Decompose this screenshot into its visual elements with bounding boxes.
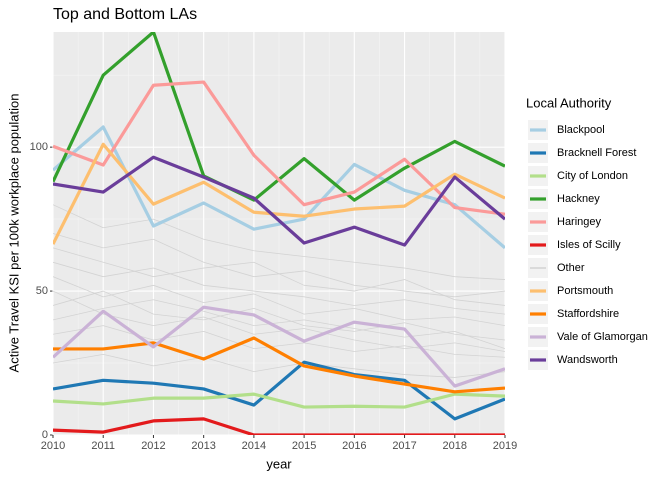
legend-title: Local Authority <box>526 95 612 110</box>
legend-label: Bracknell Forest <box>557 147 636 159</box>
x-axis-label: year <box>266 456 292 471</box>
x-tick-label: 2015 <box>292 440 316 452</box>
legend-label: Blackpool <box>557 124 605 136</box>
x-tick-label: 2010 <box>41 440 65 452</box>
other-line <box>53 204 505 280</box>
other-line <box>53 276 505 327</box>
legend-label: Portsmouth <box>557 285 613 297</box>
x-tick-label: 2013 <box>191 440 215 452</box>
legend-label: Isles of Scilly <box>557 239 621 251</box>
x-tick-label: 2016 <box>342 440 366 452</box>
series-line <box>53 392 505 409</box>
x-tick-label: 2014 <box>242 440 266 452</box>
chart-title: Top and Bottom LAs <box>53 6 197 23</box>
series-line <box>53 336 505 394</box>
x-tick-label: 2019 <box>493 440 517 452</box>
x-tick-label: 2018 <box>443 440 467 452</box>
other-line <box>53 261 505 315</box>
legend-label: Hackney <box>557 193 600 205</box>
x-tick-label: 2017 <box>392 440 416 452</box>
x-tick-label: 2012 <box>141 440 165 452</box>
other-line <box>53 299 505 350</box>
y-tick-label: 0 <box>42 429 48 441</box>
legend-label: Wandsworth <box>557 354 618 366</box>
y-tick-label: 50 <box>36 285 48 297</box>
legend-label: Other <box>557 262 585 274</box>
legend-label: Staffordshire <box>557 308 619 320</box>
other-line <box>53 290 505 341</box>
y-axis-label: Active Travel KSI per 100k workplace pop… <box>6 94 21 373</box>
legend-label: City of London <box>557 170 628 182</box>
legend-label: Vale of Glamorgan <box>557 331 648 343</box>
series-line <box>53 155 505 247</box>
other-line <box>53 325 505 358</box>
legend-label: Haringey <box>557 216 602 228</box>
series-line <box>53 305 505 388</box>
other-line <box>53 290 505 352</box>
series-line <box>53 80 505 216</box>
y-tick-label: 100 <box>30 141 48 153</box>
other-line <box>53 354 505 378</box>
other-line <box>53 247 505 306</box>
series-line <box>53 417 505 435</box>
x-tick-label: 2011 <box>91 440 115 452</box>
